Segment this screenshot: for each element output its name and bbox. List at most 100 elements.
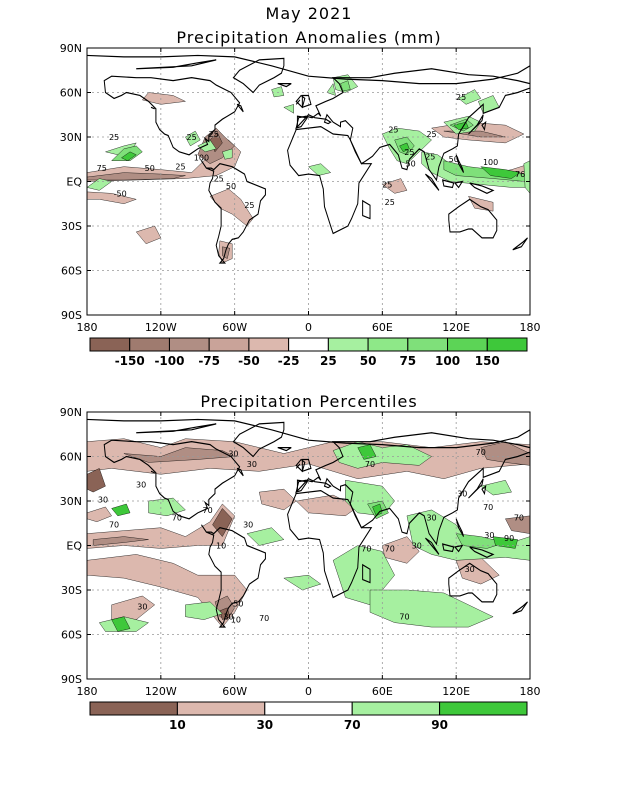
shaded-region: [87, 178, 113, 191]
contour-label: 100: [194, 154, 209, 163]
shaded-region: [295, 494, 359, 517]
contour-label: 25: [426, 130, 436, 139]
colorbar-label: -50: [238, 354, 260, 368]
shaded-region: [92, 536, 149, 546]
contour-label: 25: [385, 198, 395, 207]
shaded-region: [259, 488, 297, 511]
shaded-region: [111, 503, 131, 517]
lon-tick-label: 180: [520, 321, 541, 334]
contour-label: -50: [114, 189, 127, 198]
shaded-region: [111, 595, 156, 620]
shaded-region: [492, 536, 518, 549]
shaded-region: [135, 225, 162, 245]
anomaly-map-title: Precipitation Anomalies (mm): [176, 28, 442, 47]
contour-label: 25: [175, 163, 185, 172]
lat-tick-label: 60S: [61, 265, 82, 278]
contour-label: 25: [244, 201, 254, 210]
colorbar-swatch: [89, 337, 131, 352]
contour-label: 25: [214, 175, 224, 184]
shaded-region: [468, 196, 494, 212]
colorbar-label: 70: [344, 718, 361, 732]
shaded-region: [222, 148, 233, 160]
shaded-region: [87, 554, 248, 628]
shaded-region: [399, 142, 410, 153]
lon-tick-label: 0: [305, 685, 312, 698]
contour-label: 25: [388, 126, 398, 135]
colorbar-label: -100: [154, 354, 184, 368]
lat-tick-label: 60S: [61, 629, 82, 642]
contour-label: 30: [484, 531, 494, 540]
contour-label: 90: [504, 534, 514, 543]
colorbar-label: -75: [198, 354, 220, 368]
contour-label: 70: [399, 613, 409, 622]
colorbar-label: 90: [431, 718, 448, 732]
colorbar-swatch: [486, 337, 528, 352]
shaded-region: [123, 447, 235, 463]
contour-label: 30: [243, 521, 253, 530]
shaded-region: [197, 139, 217, 153]
contour-label: 25: [456, 93, 466, 102]
lat-tick-label: 60N: [60, 451, 82, 464]
colorbar-swatch: [351, 701, 441, 716]
lon-tick-label: 0: [305, 321, 312, 334]
lon-tick-label: 60W: [222, 321, 247, 334]
contour-label: 50: [406, 160, 416, 169]
contour-label: 25: [404, 148, 414, 157]
lon-tick-label: 120E: [442, 321, 470, 334]
shaded-region: [111, 616, 131, 632]
contour-label: 50: [233, 599, 243, 608]
colorbar-label: 25: [320, 354, 337, 368]
lon-tick-label: 120E: [442, 685, 470, 698]
shaded-region: [185, 601, 223, 620]
contour-label: 70: [203, 506, 213, 515]
lat-tick-label: 60N: [60, 87, 82, 100]
contour-label: 70: [361, 544, 371, 553]
contour-label: 30: [247, 460, 257, 469]
contour-label: 70: [385, 544, 395, 553]
colorbar-swatch: [407, 337, 449, 352]
colorbar-swatch: [264, 701, 353, 716]
contour-label: 30: [98, 495, 108, 504]
contour-label: 75: [97, 164, 107, 173]
shaded-region: [185, 130, 201, 147]
contour-label: 30: [223, 613, 233, 622]
contour-label: 100: [483, 158, 498, 167]
colorbar: 10 30 70 90: [89, 701, 528, 732]
shaded-region: [271, 86, 285, 98]
colorbar-swatch: [176, 701, 266, 716]
lat-tick-label: 30N: [60, 131, 82, 144]
colorbar-label: 150: [475, 354, 500, 368]
percentile-map-title: Precipitation Percentiles: [200, 392, 418, 411]
contour-label: 30: [412, 541, 422, 550]
colorbar-label: 10: [169, 718, 186, 732]
colorbar-label: 100: [435, 354, 460, 368]
lat-tick-label: 30N: [60, 495, 82, 508]
shaded-region: [121, 151, 137, 161]
contour-label: 25: [187, 133, 197, 142]
shaded-region: [480, 166, 521, 179]
colorbar-label: -25: [278, 354, 300, 368]
colorbar-label: 75: [399, 354, 416, 368]
figure-title: May 2021: [265, 4, 353, 23]
colorbar-swatch: [327, 337, 369, 352]
colorbar-swatch: [168, 337, 210, 352]
shaded-region: [381, 178, 408, 194]
shaded-region: [283, 104, 294, 114]
lon-tick-label: 120W: [145, 321, 177, 334]
contour-label: 30: [465, 565, 475, 574]
lon-tick-label: 180: [520, 685, 541, 698]
contour-label: 30: [137, 602, 147, 611]
shaded-region: [357, 444, 377, 460]
shaded-region: [148, 497, 186, 517]
contour-label: 70: [259, 614, 269, 623]
shaded-region: [458, 89, 482, 105]
lon-tick-label: 60E: [372, 685, 393, 698]
contour-label: 76: [515, 170, 525, 179]
colorbar-label: -150: [115, 354, 145, 368]
shaded-region: [283, 574, 322, 591]
shaded-region: [246, 527, 285, 546]
lat-tick-label: 90N: [60, 42, 82, 55]
shaded-region: [142, 92, 186, 105]
